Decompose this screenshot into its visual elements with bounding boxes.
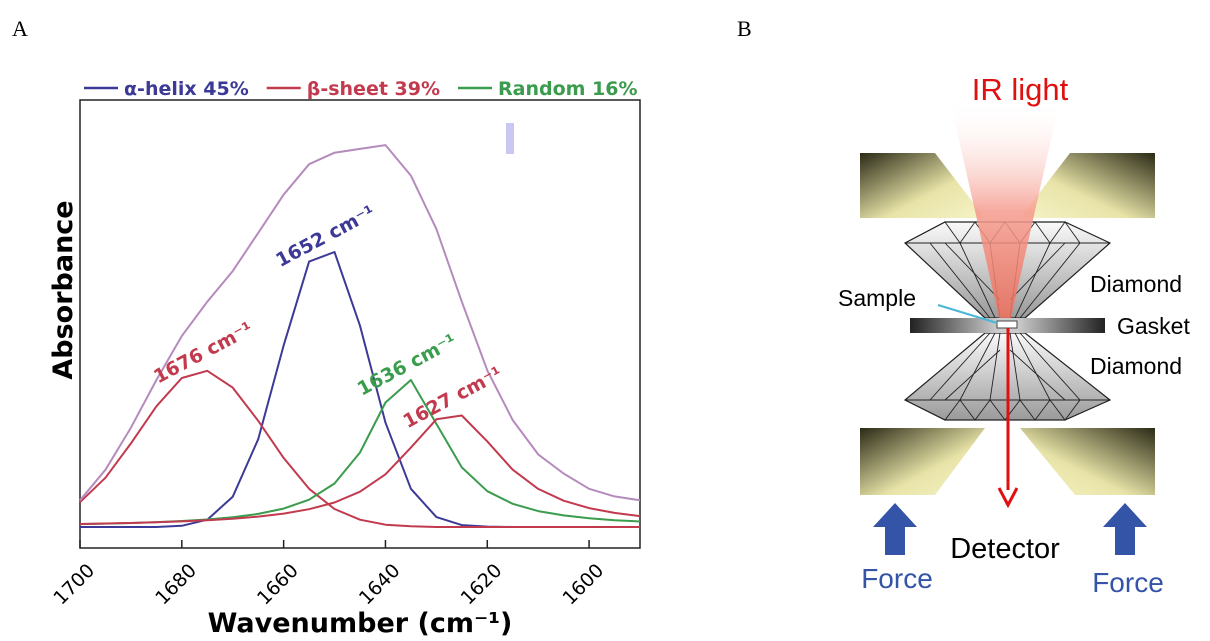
anvil-support [1020, 153, 1155, 218]
beam-arrowhead [997, 487, 1019, 509]
panel-label: A [12, 16, 28, 41]
marker [506, 123, 514, 154]
force-label: Force [861, 563, 933, 594]
legend-label: β-sheet 39% [307, 78, 440, 100]
x-tick-label: 1680 [151, 560, 201, 610]
force-arrow [1103, 503, 1147, 555]
gasket-label: Gasket [1117, 313, 1190, 339]
x-axis-label: Wavenumber (cm⁻¹) [208, 608, 513, 639]
x-tick-label: 1640 [355, 560, 405, 610]
x-tick-label: 1700 [49, 560, 99, 610]
ir-beam [950, 100, 1060, 322]
series-line [79, 369, 640, 528]
series-line [79, 414, 641, 525]
x-tick-label: 1600 [558, 560, 608, 610]
force-arrow [873, 503, 917, 555]
plot-frame [79, 99, 641, 549]
series-line [79, 144, 641, 502]
detector-label: Detector [950, 533, 1060, 565]
peak-annotation: 1652 cm⁻¹ [272, 201, 379, 272]
chart: Absorbance Wavenumber (cm⁻¹) 1700 1680 166… [48, 78, 641, 639]
diamond-label: Diamond [1090, 271, 1182, 297]
anvil-support [860, 428, 985, 495]
sample [996, 320, 1018, 329]
force-label: Force [1092, 567, 1164, 598]
anvil-support [860, 153, 985, 218]
x-tick-label: 1620 [457, 560, 507, 610]
panel-label: B [737, 16, 752, 41]
diagram: IR light Diamond Sample Gasket Diamond D… [838, 72, 1190, 598]
x-tick-label: 1660 [253, 560, 303, 610]
series-line [79, 379, 641, 526]
legend-label: Random 16% [498, 78, 638, 100]
diamond-label: Diamond [1090, 353, 1182, 379]
anvil-support [1020, 428, 1155, 495]
peak-annotation: 1676 cm⁻¹ [150, 318, 257, 389]
legend-label: α-helix 45% [124, 78, 249, 100]
sample-label: Sample [838, 285, 916, 311]
ir-light-label: IR light [972, 72, 1069, 107]
pointer [937, 304, 998, 324]
y-axis-label: Absorbance [48, 200, 79, 379]
